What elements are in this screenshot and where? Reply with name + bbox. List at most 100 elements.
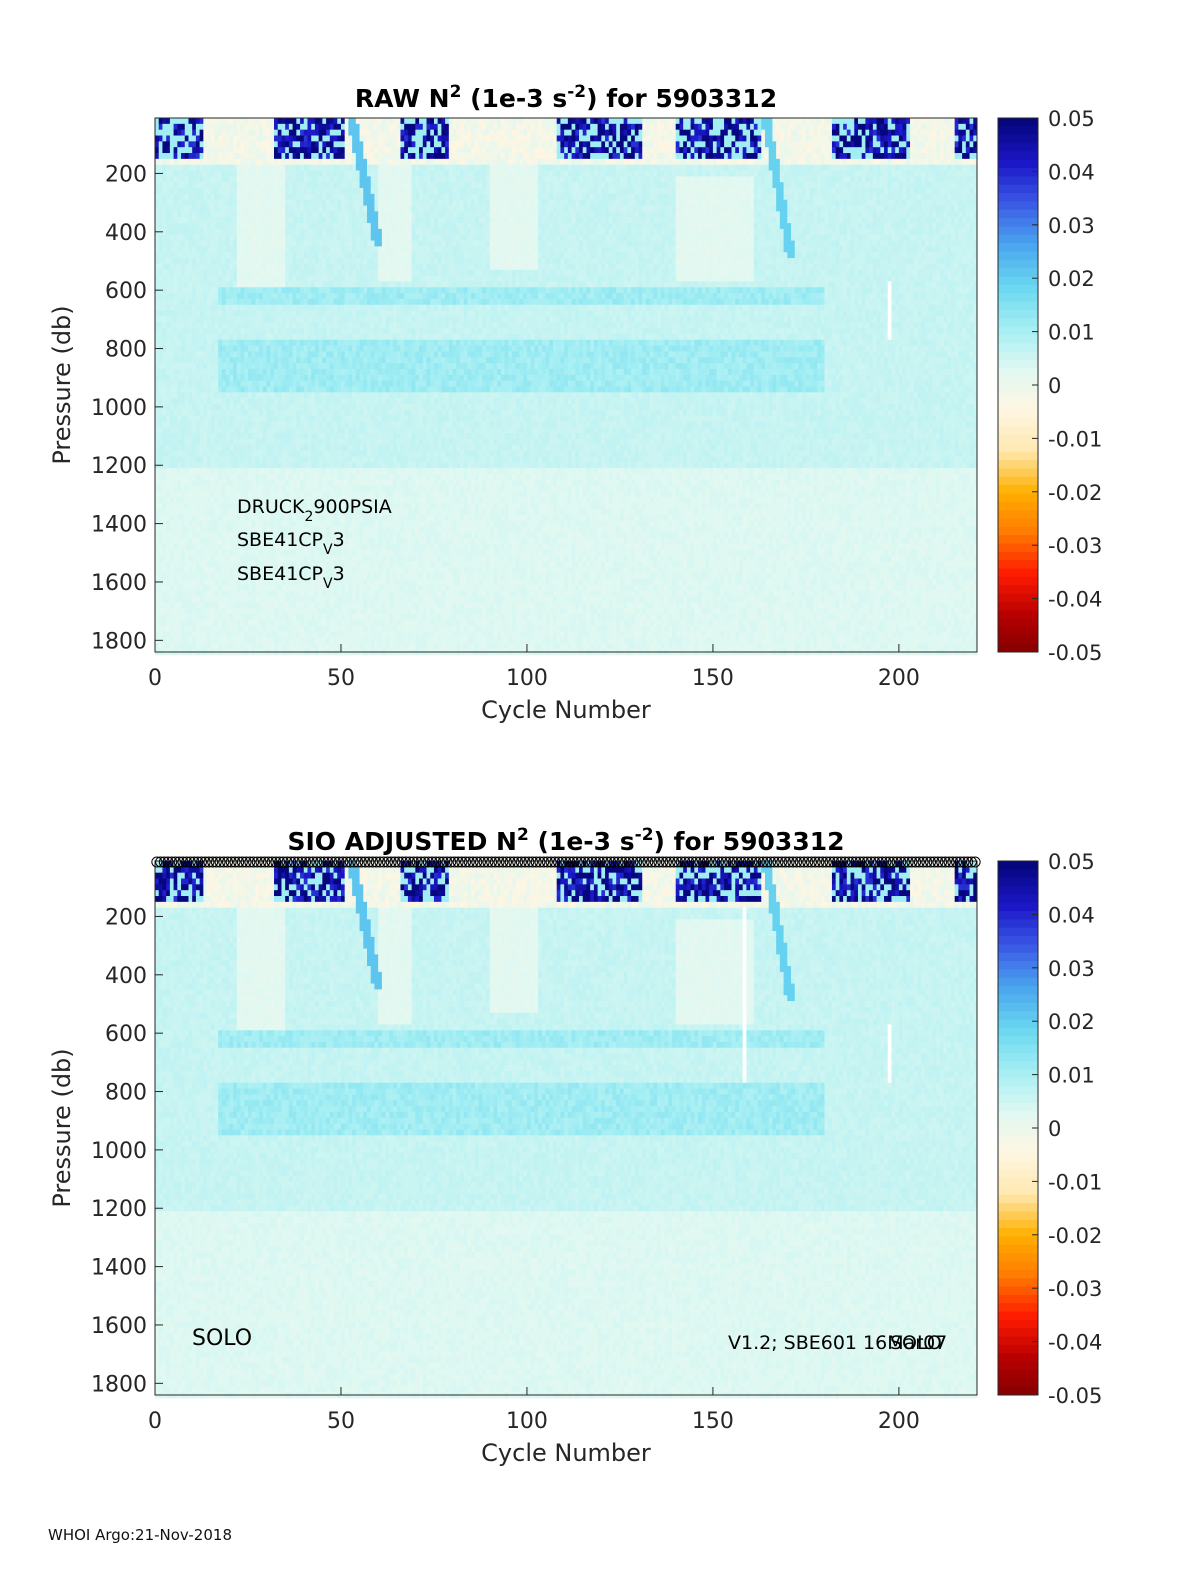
- heat-cell: [188, 474, 192, 480]
- heat-cell: [278, 445, 282, 451]
- heat-cell: [177, 229, 181, 235]
- heat-cell: [255, 299, 259, 305]
- heat-cell: [200, 165, 204, 171]
- heat-cell: [255, 270, 259, 276]
- heat-cell: [229, 585, 233, 591]
- heat-cell: [237, 369, 241, 375]
- heat-cell: [252, 235, 256, 241]
- heat-cell: [155, 608, 159, 614]
- heat-cell: [203, 147, 207, 153]
- heat-cell: [166, 445, 170, 451]
- heat-cell: [200, 421, 204, 427]
- heat-cell: [255, 281, 259, 287]
- heat-cell: [170, 468, 174, 474]
- heat-cell: [296, 468, 300, 474]
- heat-cell: [233, 293, 237, 299]
- heat-cell: [274, 270, 278, 276]
- heat-cell: [296, 200, 300, 206]
- heat-cell: [315, 287, 319, 293]
- heat-cell: [300, 141, 304, 147]
- heat-cell: [207, 386, 211, 392]
- heat-cell: [311, 171, 315, 177]
- heat-cell: [285, 118, 289, 124]
- heat-cell: [308, 281, 312, 287]
- heat-cell: [215, 637, 219, 643]
- heat-cell: [263, 182, 267, 188]
- heat-cell: [311, 241, 315, 247]
- heat-cell: [237, 597, 241, 603]
- heat-cell: [252, 602, 256, 608]
- heat-cell: [211, 311, 215, 317]
- heat-cell: [181, 276, 185, 282]
- heat-cell: [174, 270, 178, 276]
- heat-cell: [263, 194, 267, 200]
- heat-cell: [274, 311, 278, 317]
- heat-cell: [226, 258, 230, 264]
- heat-cell: [222, 375, 226, 381]
- heat-cell: [200, 182, 204, 188]
- heat-cell: [203, 281, 207, 287]
- heat-cell: [215, 363, 219, 369]
- heat-cell: [270, 439, 274, 445]
- heat-cell: [248, 398, 252, 404]
- heat-cell: [188, 171, 192, 177]
- heat-cell: [155, 515, 159, 521]
- heat-cell: [252, 340, 256, 346]
- heat-cell: [177, 258, 181, 264]
- heat-cell: [177, 363, 181, 369]
- heat-cell: [270, 159, 274, 165]
- heat-cell: [162, 159, 166, 165]
- heat-cell: [159, 223, 163, 229]
- heat-cell: [267, 182, 271, 188]
- heat-cell: [218, 632, 222, 638]
- heat-cell: [241, 427, 245, 433]
- heat-cell: [252, 386, 256, 392]
- heat-cell: [255, 363, 259, 369]
- heat-cell: [252, 351, 256, 357]
- heat-cell: [270, 147, 274, 153]
- heat-cell: [237, 305, 241, 311]
- heat-cell: [226, 381, 230, 387]
- heat-cell: [237, 223, 241, 229]
- heat-cell: [207, 637, 211, 643]
- heat-cell: [166, 521, 170, 527]
- heat-cell: [222, 433, 226, 439]
- heat-cell: [170, 118, 174, 124]
- heat-cell: [226, 322, 230, 328]
- heat-cell: [229, 299, 233, 305]
- heat-cell: [222, 334, 226, 340]
- heat-cell: [166, 544, 170, 550]
- heat-cell: [315, 357, 319, 363]
- heat-cell: [200, 311, 204, 317]
- heat-cell: [244, 229, 248, 235]
- heat-cell: [255, 188, 259, 194]
- heat-cell: [248, 194, 252, 200]
- heat-cell: [248, 637, 252, 643]
- heat-cell: [207, 567, 211, 573]
- heat-cell: [293, 287, 297, 293]
- heat-cell: [293, 643, 297, 649]
- heat-cell: [226, 521, 230, 527]
- heat-cell: [177, 287, 181, 293]
- heat-cell: [226, 451, 230, 457]
- heat-cell: [203, 527, 207, 533]
- heat-cell: [207, 614, 211, 620]
- heat-cell: [274, 351, 278, 357]
- heat-cell: [263, 246, 267, 252]
- heat-cell: [285, 369, 289, 375]
- heat-cell: [311, 620, 315, 626]
- heat-cell: [241, 276, 245, 282]
- heat-cell: [233, 322, 237, 328]
- heat-cell: [267, 346, 271, 352]
- heat-cell: [255, 404, 259, 410]
- heat-cell: [181, 270, 185, 276]
- heat-cell: [259, 141, 263, 147]
- heat-cell: [229, 421, 233, 427]
- heat-cell: [207, 223, 211, 229]
- heat-cell: [274, 421, 278, 427]
- heat-cell: [177, 456, 181, 462]
- heat-cell: [181, 538, 185, 544]
- heat-cell: [252, 305, 256, 311]
- heat-cell: [285, 591, 289, 597]
- heat-cell: [181, 351, 185, 357]
